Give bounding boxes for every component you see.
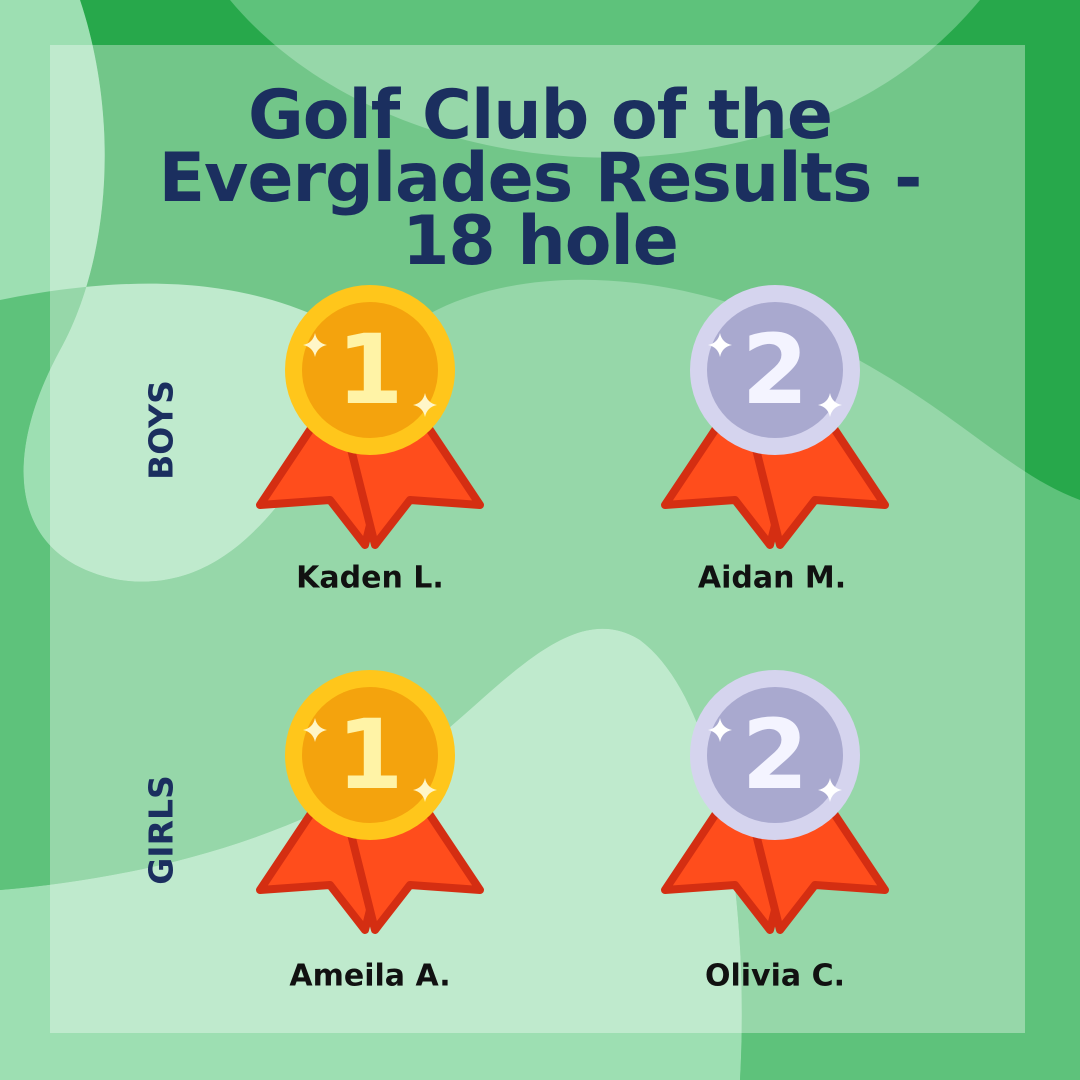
winner-name: Kaden L. (296, 561, 444, 596)
medal-place: 2 (742, 314, 809, 426)
medal-place: 1 (337, 699, 404, 811)
medal: 1 (256, 285, 484, 549)
medal-place: 2 (742, 699, 809, 811)
title: Golf Club of the Everglades Results - 18… (158, 76, 923, 281)
winner-name: Ameila A. (289, 959, 450, 994)
blob (230, 0, 980, 158)
medal-place: 1 (337, 314, 404, 426)
winner-name: Aidan M. (698, 561, 846, 596)
group-label: BOYS (142, 380, 181, 480)
medal: 1 (256, 670, 484, 934)
group-label: GIRLS (142, 775, 181, 885)
winner-name: Olivia C. (705, 959, 845, 994)
medal: 2 (661, 670, 889, 934)
medal: 2 (661, 285, 889, 549)
blob (0, 0, 380, 582)
